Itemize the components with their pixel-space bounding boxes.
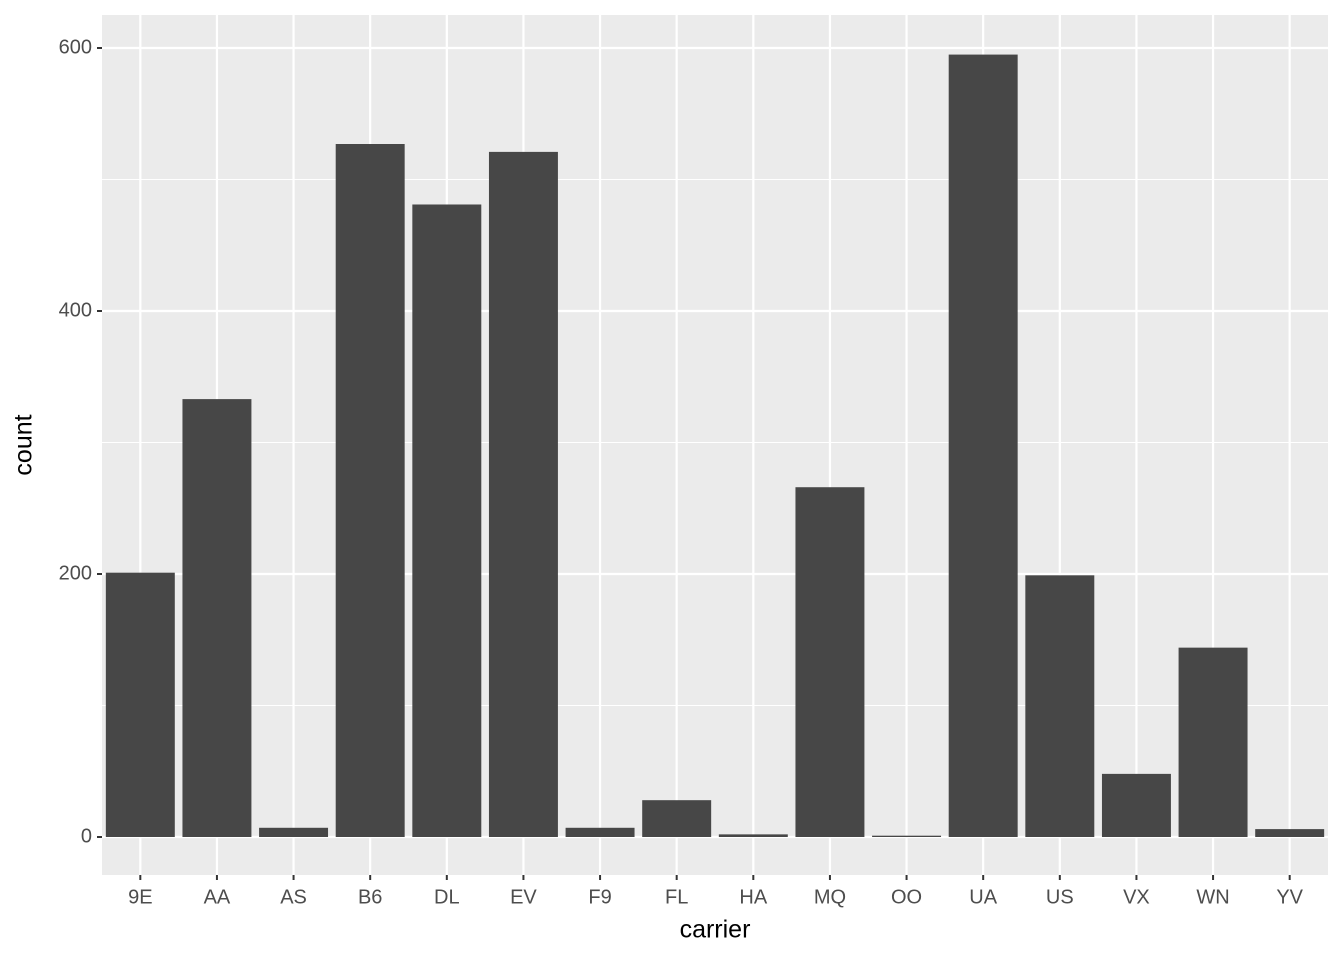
y-tick-label: 400	[59, 299, 92, 321]
bar	[412, 204, 482, 837]
x-tick-label: F9	[588, 886, 611, 908]
bar	[872, 835, 942, 837]
x-tick-label: AA	[204, 886, 231, 908]
x-tick-label: VX	[1123, 886, 1150, 908]
bar	[948, 54, 1018, 837]
bar	[795, 487, 865, 837]
x-tick-label: FL	[665, 886, 688, 908]
bar	[642, 800, 712, 837]
y-tick-label: 200	[59, 562, 92, 584]
x-tick-label: MQ	[814, 886, 846, 908]
bar	[1101, 773, 1171, 837]
x-tick-label: WN	[1196, 886, 1229, 908]
x-tick-label: OO	[891, 886, 922, 908]
bar	[718, 834, 788, 837]
x-tick-label: UA	[969, 886, 997, 908]
bar	[1178, 647, 1248, 837]
bar	[335, 144, 405, 837]
bar	[1255, 829, 1325, 837]
x-tick-label: DL	[434, 886, 460, 908]
bar	[565, 827, 635, 837]
bar	[259, 827, 329, 837]
bar	[488, 151, 558, 837]
bar	[105, 572, 175, 837]
panel	[102, 15, 1328, 875]
x-tick-label: HA	[739, 886, 767, 908]
bar	[1025, 575, 1095, 837]
bar	[182, 399, 252, 837]
y-tick-label: 600	[59, 36, 92, 58]
x-tick-label: 9E	[128, 886, 152, 908]
x-tick-label: B6	[358, 886, 382, 908]
y-axis-title: count	[10, 414, 38, 475]
y-tick-label: 0	[81, 825, 92, 847]
x-axis-title: carrier	[680, 916, 751, 944]
x-tick-label: YV	[1276, 886, 1303, 908]
x-tick-label: US	[1046, 886, 1074, 908]
x-tick-label: AS	[280, 886, 307, 908]
x-tick-label: EV	[510, 886, 537, 908]
